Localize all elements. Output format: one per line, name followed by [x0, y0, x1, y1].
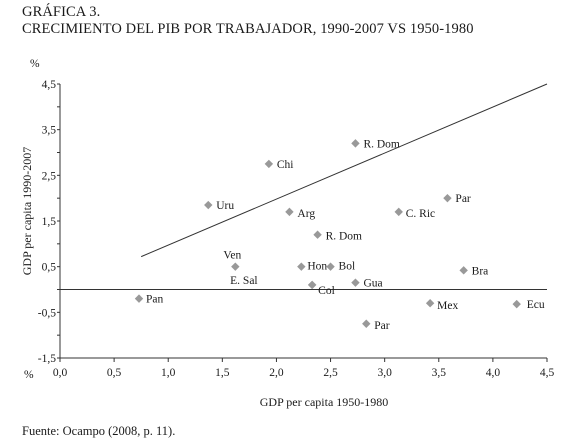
- data-point-marker: [362, 319, 371, 328]
- data-point-label: Par: [374, 320, 390, 332]
- data-point-label: Mex: [437, 300, 458, 312]
- data-point-label: R. Dom: [326, 231, 362, 243]
- data-point-marker: [394, 207, 403, 217]
- trend-line: [140, 83, 548, 258]
- x-tick-label: 0,5: [107, 367, 122, 379]
- data-point-marker: [351, 139, 360, 148]
- y-tick-label: 1,5: [42, 216, 57, 228]
- data-point-label: Ven: [223, 250, 241, 262]
- y-tick-label: 3,5: [42, 125, 57, 137]
- data-point-label: Chi: [277, 159, 294, 171]
- data-point-label: C. Ric: [406, 208, 435, 220]
- reference-lines: [60, 83, 548, 290]
- x-tick-label: 0,0: [53, 367, 68, 379]
- data-point-label: Hon: [307, 261, 327, 273]
- data-point-marker: [459, 266, 468, 275]
- data-point-label: Col: [318, 285, 335, 297]
- data-point-label: Ecu: [527, 299, 545, 311]
- y-tick-label: 0,5: [42, 262, 57, 274]
- data-point-marker: [297, 262, 306, 271]
- x-tick-label: 3,5: [432, 367, 447, 379]
- data-point-marker: [326, 262, 335, 271]
- data-point-marker: [443, 193, 452, 203]
- point-labels: R. Dom Chi Par Uru Arg C. Ric R. Dom Ven Hon Bol B…: [146, 138, 545, 331]
- y-tick-label: -0,5: [38, 307, 56, 319]
- x-tick-label: 1,5: [215, 367, 230, 379]
- data-point-label: E. Sal: [230, 275, 257, 287]
- chart-subtitle: CRECIMIENTO DEL PIB POR TRABAJADOR, 1990…: [22, 21, 474, 37]
- y-tick-label: 2,5: [42, 170, 57, 182]
- data-points: [134, 139, 521, 328]
- x-tick-label: 1,0: [161, 367, 176, 379]
- data-point-label: Uru: [216, 200, 234, 212]
- data-point-marker: [512, 299, 521, 309]
- data-point-marker: [351, 278, 360, 287]
- x-tick-label: 2,5: [323, 367, 338, 379]
- data-point-marker: [204, 200, 213, 210]
- tick-labels: 0,0 0,5 1,0 1,5 2,0 2,5 3,0 3,5 4,0 4,5 4,5 3,5 2,5 1…: [38, 79, 555, 379]
- y-axis-title: GDP per capita 1990-2007: [20, 147, 34, 276]
- data-point-marker: [264, 159, 274, 169]
- data-point-marker: [231, 262, 240, 271]
- data-point-label: Bra: [472, 265, 489, 277]
- data-point-label: Arg: [297, 208, 315, 220]
- y-tick-label: 4,5: [42, 79, 57, 91]
- data-point-label: R. Dom: [363, 138, 399, 150]
- x-tick-label: 2,0: [269, 367, 284, 379]
- y-tick-label: -1,5: [38, 353, 56, 365]
- data-point-marker: [313, 230, 322, 239]
- x-tick-label: 4,0: [486, 367, 501, 379]
- data-point-marker: [425, 299, 435, 308]
- data-point-marker: [307, 280, 317, 290]
- data-point-marker: [285, 207, 294, 217]
- data-point-label: Par: [455, 193, 471, 205]
- x-tick-label: 4,5: [540, 367, 555, 379]
- data-point-label: Pan: [146, 294, 164, 306]
- y-unit-label: %: [30, 58, 40, 70]
- axes: [57, 83, 548, 362]
- chart-title: GRÁFICA 3.: [22, 4, 101, 20]
- chart-heading: GRÁFICA 3. CRECIMIENTO DEL PIB POR TRABA…: [22, 4, 474, 38]
- source-note: Fuente: Ocampo (2008, p. 11).: [22, 424, 176, 438]
- data-point-marker: [134, 294, 144, 303]
- x-tick-label: 3,0: [377, 367, 392, 379]
- x-axis-title: GDP per capita 1950-1980: [260, 395, 389, 409]
- data-point-label: Bol: [339, 261, 356, 273]
- x-unit-label: %: [24, 369, 34, 381]
- data-point-label: Gua: [363, 278, 382, 290]
